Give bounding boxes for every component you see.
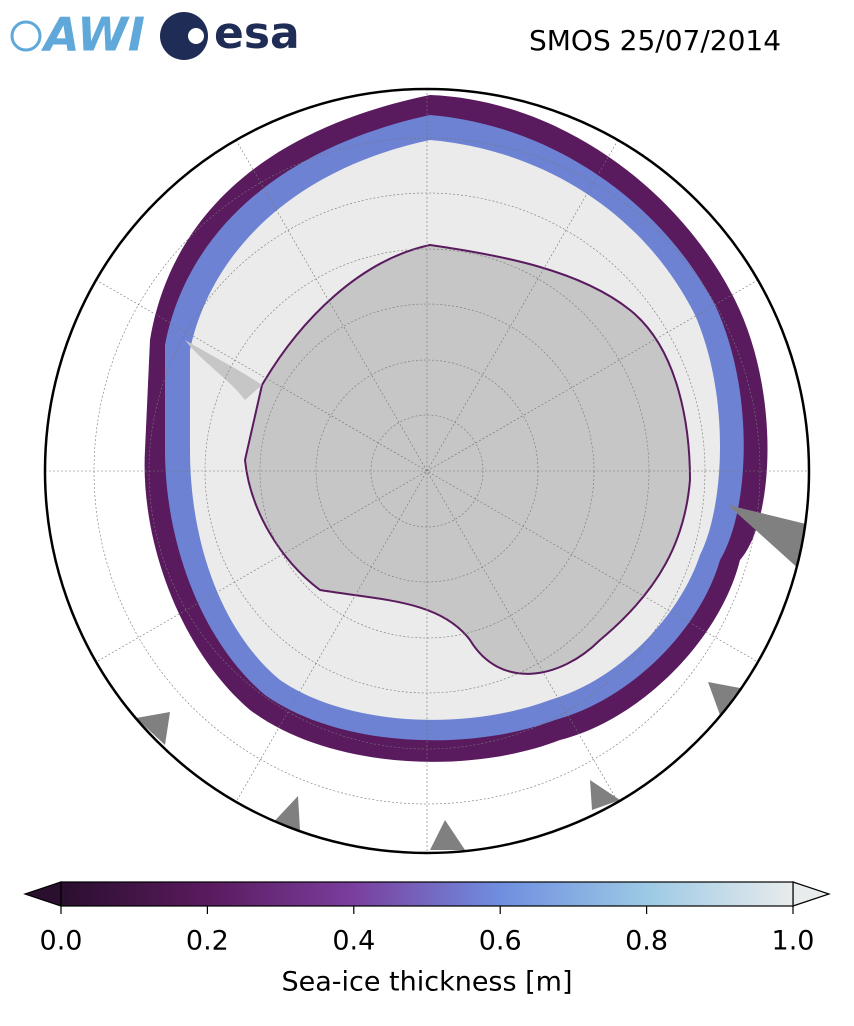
awi-icon: [10, 20, 42, 52]
esa-icon: [160, 12, 208, 60]
colorbar-extend-low: [23, 881, 62, 907]
continent: [243, 243, 692, 675]
colorbar-tick-label: 0.2: [186, 926, 229, 957]
colorbar-tick-label: 0.6: [479, 926, 522, 957]
logos: AWI esa: [10, 8, 300, 62]
awi-logo: AWI: [41, 8, 145, 62]
colorbar-tick-label: 0.4: [332, 926, 375, 957]
map-frame: [43, 87, 811, 855]
colorbar-tick-label: 1.0: [772, 926, 815, 957]
map: [45, 89, 809, 853]
graticule: [45, 89, 809, 853]
peninsula: [185, 340, 262, 400]
colorbar-extend-high: [792, 881, 831, 907]
colorbar-label: Sea-ice thickness [m]: [281, 967, 572, 998]
colorbar-tick-label: 0.0: [40, 926, 83, 957]
esa-logo: esa: [214, 8, 300, 59]
esa-icon-dot: [188, 28, 204, 44]
colorbar: Sea-ice thickness [m] 0.0 0.2 0.4 0.6 0.8 1.0: [23, 881, 831, 998]
map-title: SMOS 25/07/2014: [529, 24, 781, 57]
colorbar-tick-label: 0.8: [625, 926, 668, 957]
colorbar-gradient: [60, 881, 794, 907]
